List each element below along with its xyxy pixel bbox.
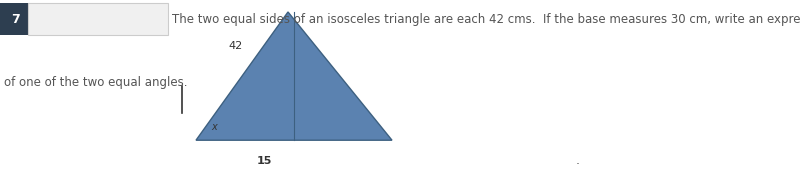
Text: of one of the two equal angles.: of one of the two equal angles. — [4, 76, 187, 89]
Polygon shape — [196, 12, 392, 140]
Text: .: . — [576, 154, 580, 167]
Text: 7: 7 — [12, 13, 20, 26]
Text: The two equal sides of an isosceles triangle are each 42 cms.  If the base measu: The two equal sides of an isosceles tria… — [172, 13, 800, 26]
FancyBboxPatch shape — [0, 3, 32, 35]
Text: x: x — [211, 122, 218, 131]
FancyBboxPatch shape — [28, 3, 168, 35]
Text: 42: 42 — [229, 41, 243, 51]
Text: 15: 15 — [256, 156, 272, 166]
